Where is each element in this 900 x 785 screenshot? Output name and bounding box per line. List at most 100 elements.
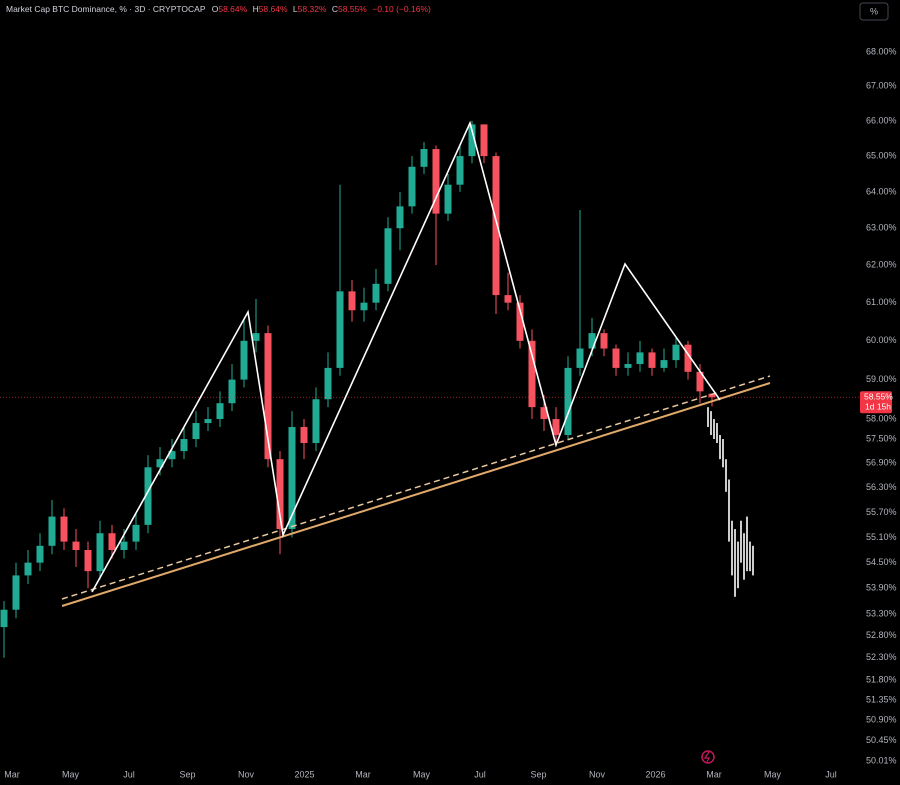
x-tick-label: 2025 [294, 769, 314, 779]
y-tick-label: 50.01% [866, 755, 897, 765]
ohlc-value: 58.64% [218, 4, 247, 14]
candle-body [684, 344, 692, 372]
y-tick-label: 53.30% [866, 608, 897, 618]
candle-body [276, 459, 284, 530]
y-tick-label: 55.70% [866, 507, 897, 517]
y-tick-label: 51.80% [866, 674, 897, 684]
candle-body [252, 333, 260, 341]
candle-body [288, 427, 296, 530]
percent-button[interactable] [859, 2, 889, 21]
candle-body [228, 379, 236, 404]
candle-body [636, 352, 644, 365]
candle-body [408, 166, 416, 207]
price-label: 58.55% [864, 392, 893, 402]
candle-body [564, 367, 572, 436]
candle-body [60, 516, 68, 542]
candle-body [456, 156, 464, 185]
candle-body [396, 206, 404, 229]
candle-body [552, 419, 560, 436]
y-tick-label: 56.90% [866, 458, 897, 468]
ohlc-key: H [253, 4, 259, 14]
candle-body [432, 149, 440, 214]
y-tick-label: 67.00% [866, 81, 897, 91]
candle-body [444, 184, 452, 214]
ohlc-value: 58.55% [338, 4, 367, 14]
percent-button-label[interactable]: % [870, 6, 878, 16]
y-tick-label: 52.80% [866, 630, 897, 640]
candle-body [96, 533, 104, 572]
x-tick-label: Sep [530, 769, 546, 779]
candle-body [528, 340, 536, 408]
ohlc-key: O [212, 4, 219, 14]
y-tick-label: 55.10% [866, 532, 897, 542]
candle-body [588, 333, 596, 349]
candle-body [420, 149, 428, 167]
y-tick-label: 59.00% [866, 374, 897, 384]
candle-body [72, 541, 80, 551]
y-tick-label: 64.00% [866, 186, 897, 196]
y-tick-label: 60.00% [866, 335, 897, 345]
y-tick-label: 51.35% [866, 694, 897, 704]
candle-body [516, 302, 524, 341]
candle-body [540, 407, 548, 420]
candle-body [24, 562, 32, 576]
x-tick-label: Jul [825, 769, 837, 779]
candle-body [708, 393, 716, 398]
candle-body [108, 533, 116, 551]
trend-line-dashed [61, 375, 771, 600]
y-tick-label: 57.50% [866, 433, 897, 443]
candle-body [12, 575, 20, 610]
x-tick-label: Nov [238, 769, 255, 779]
candle-body [660, 360, 668, 368]
x-tick-label: May [413, 769, 431, 779]
candle-body [120, 541, 128, 551]
x-tick-label: May [764, 769, 782, 779]
candle-body [648, 352, 656, 368]
ohlc-key: L [293, 4, 298, 14]
candle-body [216, 403, 224, 420]
candle-body [612, 348, 620, 368]
candle-body [84, 550, 92, 572]
candle-body [240, 340, 248, 380]
title: Market Cap BTC Dominance, % · 3D · CRYPT… [6, 4, 206, 14]
icon [703, 751, 711, 763]
candle-body [504, 295, 512, 303]
candle-body [324, 367, 332, 400]
change: −0.10 (−0.16%) [372, 4, 431, 14]
candle-body [312, 399, 320, 444]
y-tick-label: 65.00% [866, 150, 897, 160]
candle-body [492, 156, 500, 296]
candle-body [384, 228, 392, 284]
x-tick-label: Mar [706, 769, 722, 779]
trend-line [61, 382, 771, 607]
candle-body [48, 516, 56, 546]
candle-body [468, 124, 476, 157]
candle-body [348, 291, 356, 311]
candle-body [204, 419, 212, 424]
candle-body [624, 364, 632, 368]
pattern-line [91, 120, 721, 593]
price-label-box [860, 391, 892, 414]
y-tick-label: 63.00% [866, 223, 897, 233]
candle-body [300, 427, 308, 444]
candle-body [264, 333, 272, 460]
y-tick-label: 56.30% [866, 482, 897, 492]
y-tick-label: 61.00% [866, 297, 897, 307]
x-tick-label: Mar [4, 769, 20, 779]
y-tick-label: 66.00% [866, 115, 897, 125]
x-tick-label: 2026 [645, 769, 665, 779]
x-tick-label: Mar [355, 769, 371, 779]
ohlc-value: 58.64% [259, 4, 288, 14]
candle-body [336, 291, 344, 368]
x-tick-label: Jul [123, 769, 135, 779]
y-tick-label: 53.90% [866, 583, 897, 593]
candle-body [36, 545, 44, 563]
y-tick-label: 58.00% [866, 413, 897, 423]
plot [0, 120, 860, 658]
candle-body [180, 439, 188, 452]
candle-body [144, 467, 152, 525]
x-tick-label: Jul [474, 769, 486, 779]
candle-body [372, 283, 380, 303]
candle-body [600, 333, 608, 349]
